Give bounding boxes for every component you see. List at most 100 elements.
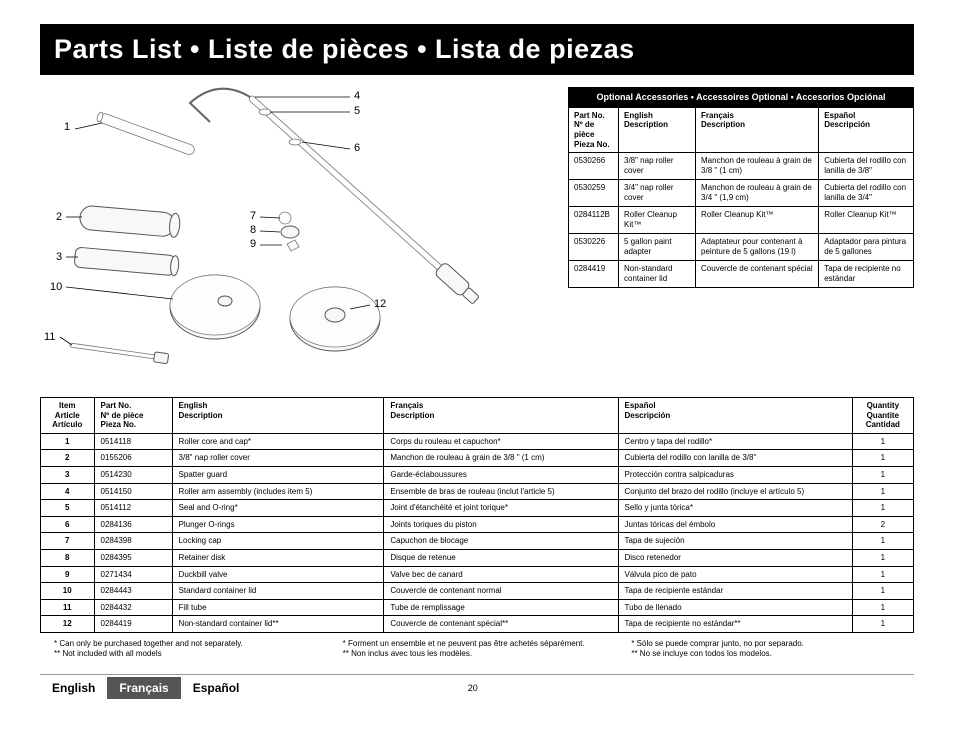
acc-cell-en: Non-standard container lid [619,261,696,288]
parts-cell-fr: Ensemble de bras de rouleau (inclut l'ar… [384,483,618,500]
footnote-en1: * Can only be purchased together and not… [54,639,323,649]
parts-cell-es: Válvula pico de pato [618,566,852,583]
parts-cell-es: Tapa de sujeción [618,533,852,550]
parts-h-qty: QuantityQuantiteCantidad [852,398,913,434]
parts-cell-qty: 1 [852,566,913,583]
parts-cell-qty: 1 [852,616,913,633]
parts-cell-partno: 0514118 [94,433,172,450]
acc-cell-en: 3/8" nap roller cover [619,153,696,180]
parts-cell-fr: Joints toriques du piston [384,516,618,533]
footnotes: * Can only be purchased together and not… [40,639,914,660]
accessories-table-wrap: Optional Accessories • Accessoires Optio… [568,87,914,387]
parts-cell-es: Protección contra salpicaduras [618,466,852,483]
parts-cell-item: 5 [41,500,95,517]
parts-cell-item: 8 [41,549,95,566]
parts-cell-qty: 1 [852,450,913,467]
acc-cell-partno: 0284112B [569,207,619,234]
parts-cell-es: Disco retenedor [618,549,852,566]
parts-row: 201552063/8" nap roller coverManchon de … [41,450,914,467]
parts-cell-qty: 1 [852,599,913,616]
callout-3: 3 [56,251,62,263]
parts-cell-qty: 1 [852,433,913,450]
parts-row: 110284432Fill tubeTube de remplissageTub… [41,599,914,616]
parts-cell-partno: 0284395 [94,549,172,566]
callout-11: 11 [44,331,55,343]
footer-bar: English Français Español 20 [40,674,914,699]
callout-9: 9 [250,238,256,250]
parts-cell-es: Sello y junta tórica* [618,500,852,517]
parts-cell-es: Juntas tóricas del émbolo [618,516,852,533]
parts-cell-fr: Couvercle de contenant normal [384,583,618,600]
acc-h-partno: Part No.Nº de piècePieza No. [569,107,619,152]
parts-cell-en: Roller core and cap* [172,433,384,450]
parts-cell-es: Tapa de recipiente estándar [618,583,852,600]
callout-2: 2 [56,211,62,223]
acc-cell-partno: 0530266 [569,153,619,180]
parts-cell-partno: 0155206 [94,450,172,467]
acc-row: 05302593/4" nap roller coverManchon de r… [569,180,914,207]
parts-cell-es: Cubierta del rodillo con lanilla de 3/8" [618,450,852,467]
accessories-title: Optional Accessories • Accessoires Optio… [569,88,914,108]
parts-row: 50514112Seal and O-ring*Joint d'étanchéi… [41,500,914,517]
callout-1: 1 [64,121,70,133]
parts-row: 30514230Spatter guardGarde-éclaboussures… [41,466,914,483]
parts-cell-item: 6 [41,516,95,533]
acc-cell-fr: Manchon de rouleau à grain de 3/8 " (1 c… [696,153,819,180]
acc-cell-fr: Roller Cleanup Kit™ [696,207,819,234]
parts-row: 10514118Roller core and cap*Corps du rou… [41,433,914,450]
parts-h-item: ItemArticleArtículo [41,398,95,434]
parts-cell-en: Retainer disk [172,549,384,566]
lang-espanol[interactable]: Español [181,677,252,699]
acc-cell-es: Roller Cleanup Kit™ [819,207,914,234]
parts-cell-qty: 1 [852,483,913,500]
acc-cell-fr: Couvercle de contenant spécial [696,261,819,288]
parts-cell-qty: 2 [852,516,913,533]
parts-cell-en: Locking cap [172,533,384,550]
parts-cell-fr: Garde-éclaboussures [384,466,618,483]
acc-row: 0284419Non-standard container lidCouverc… [569,261,914,288]
parts-cell-es: Conjunto del brazo del rodillo (incluye … [618,483,852,500]
lang-english[interactable]: English [40,677,107,699]
parts-cell-partno: 0284419 [94,616,172,633]
parts-cell-en: Non-standard container lid** [172,616,384,633]
parts-cell-en: Spatter guard [172,466,384,483]
parts-cell-en: Duckbill valve [172,566,384,583]
acc-cell-partno: 0284419 [569,261,619,288]
acc-cell-partno: 0530259 [569,180,619,207]
callout-5: 5 [354,105,360,117]
parts-row: 120284419Non-standard container lid**Cou… [41,616,914,633]
parts-h-en: EnglishDescription [172,398,384,434]
callout-7: 7 [250,210,256,222]
lang-francais[interactable]: Français [107,677,180,699]
parts-cell-partno: 0284432 [94,599,172,616]
parts-cell-qty: 1 [852,466,913,483]
parts-cell-fr: Tube de remplissage [384,599,618,616]
parts-row: 70284398Locking capCapuchon de blocageTa… [41,533,914,550]
parts-table: ItemArticleArtículo Part No.Nº de pièceP… [40,397,914,633]
acc-cell-es: Cubierta del rodillo con lanilla de 3/4" [819,180,914,207]
top-row: 1 4 5 6 2 3 7 8 9 10 11 12 Optional Acce… [40,87,914,387]
parts-cell-fr: Joint d'étanchéité et joint torique* [384,500,618,517]
parts-cell-item: 2 [41,450,95,467]
parts-cell-partno: 0514230 [94,466,172,483]
acc-h-en: EnglishDescription [619,107,696,152]
callout-12: 12 [374,298,386,310]
parts-cell-qty: 1 [852,583,913,600]
parts-cell-es: Tapa de recipiente no estándar** [618,616,852,633]
parts-cell-es: Centro y tapa del rodillo* [618,433,852,450]
acc-cell-es: Adaptador para pintura de 5 gallones [819,234,914,261]
page-number: 20 [251,683,694,693]
parts-cell-en: Roller arm assembly (includes item 5) [172,483,384,500]
parts-cell-partno: 0514150 [94,483,172,500]
parts-cell-partno: 0284398 [94,533,172,550]
parts-cell-fr: Valve bec de canard [384,566,618,583]
acc-cell-en: 3/4" nap roller cover [619,180,696,207]
footnote-es1: * Sólo se puede comprar junto, no por se… [631,639,900,649]
parts-h-partno: Part No.Nº de piècePieza No. [94,398,172,434]
parts-cell-item: 7 [41,533,95,550]
parts-h-fr: FrançaisDescription [384,398,618,434]
parts-cell-item: 9 [41,566,95,583]
parts-row: 80284395Retainer diskDisque de retenueDi… [41,549,914,566]
footnote-fr2: ** Non inclus avec tous les modèles. [343,649,612,659]
parts-cell-item: 3 [41,466,95,483]
